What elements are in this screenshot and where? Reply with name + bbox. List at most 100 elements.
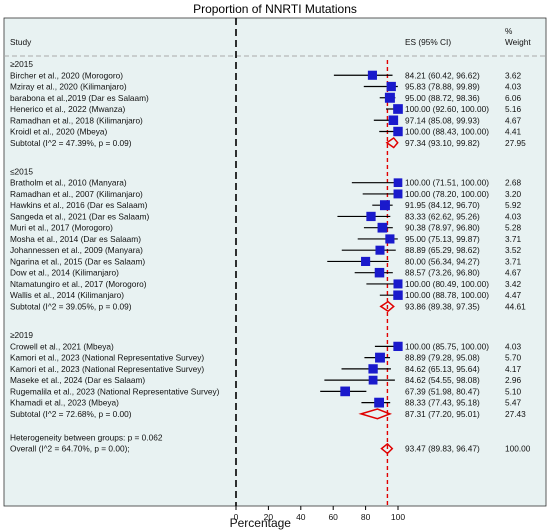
study-es: 95.00 (75.13, 99.87) xyxy=(405,234,480,244)
subtotal-label-1: Subtotal (I^2 = 39.05%, p = 0.09) xyxy=(10,301,132,311)
study-weight: 4.47 xyxy=(505,290,522,300)
study-es: 100.00 (92.60, 100.00) xyxy=(405,104,489,114)
study-label: Muri et al., 2017 (Morogoro) xyxy=(10,223,113,233)
study-weight: 2.96 xyxy=(505,375,522,385)
study-label: Dow et al., 2014 (Kilimanjaro) xyxy=(10,268,119,278)
study-es: 91.95 (84.12, 96.70) xyxy=(405,200,480,210)
group-label-1: ≤2015 xyxy=(10,166,33,176)
study-label: Henerico et al., 2022 (Mwanza) xyxy=(10,104,126,114)
study-label: Khamadi et al., 2023 (Mbeya) xyxy=(10,398,119,408)
effect-marker xyxy=(375,352,385,363)
subtotal-es-1: 93.86 (89.38, 97.35) xyxy=(405,301,480,311)
study-label: Bratholm et al., 2010 (Manyara) xyxy=(10,178,127,188)
study-weight: 2.68 xyxy=(505,178,522,188)
study-label: Ngarina et al., 2015 (Dar es Salaam) xyxy=(10,256,145,266)
study-label: Rugemalila et al., 2023 (National Repres… xyxy=(10,386,220,396)
effect-marker xyxy=(393,104,403,114)
study-label: Kroidl et al., 2020 (Mbeya) xyxy=(10,127,108,137)
subtotal-label-2: Subtotal (I^2 = 72.68%, p = 0.00) xyxy=(10,409,132,419)
study-weight: 3.52 xyxy=(505,245,522,255)
study-label: Sangeda et al., 2021 (Dar es Salaam) xyxy=(10,211,150,221)
x-tick-label: 20 xyxy=(264,512,274,522)
study-label: Johannessen et al., 2009 (Manyara) xyxy=(10,245,143,255)
study-label: Kamori et al., 2023 (National Representa… xyxy=(10,353,204,363)
subtotal-label-0: Subtotal (I^2 = 47.39%, p = 0.09) xyxy=(10,138,132,148)
x-tick-label: 100 xyxy=(391,512,405,522)
study-weight: 6.06 xyxy=(505,93,522,103)
study-es: 100.00 (88.43, 100.00) xyxy=(405,127,489,137)
study-label: Wallis et al., 2014 (Kilimanjaro) xyxy=(10,290,124,300)
x-tick-label: 80 xyxy=(361,512,371,522)
overall-es: 93.47 (89.83, 96.47) xyxy=(405,444,480,454)
study-weight: 5.92 xyxy=(505,200,522,210)
study-es: 88.89 (79.28, 95.08) xyxy=(405,353,480,363)
effect-marker xyxy=(393,341,403,352)
study-weight: 4.41 xyxy=(505,127,522,137)
effect-marker xyxy=(393,279,403,289)
study-weight: 5.16 xyxy=(505,104,522,114)
study-es: 67.39 (51.98, 80.47) xyxy=(405,386,480,396)
header-weight-percent: % xyxy=(505,26,513,36)
study-weight: 4.03 xyxy=(505,82,522,92)
header-es: ES (95% CI) xyxy=(405,37,451,47)
group-label-2: ≥2019 xyxy=(10,330,33,340)
subtotal-diamond-2 xyxy=(358,408,393,420)
overall-label: Overall (I^2 = 64.70%, p = 0.00); xyxy=(10,444,130,454)
study-es: 100.00 (78.20, 100.00) xyxy=(405,189,489,199)
study-weight: 5.70 xyxy=(505,353,522,363)
study-label: Mziray et al., 2020 (Kilimanjaro) xyxy=(10,82,127,92)
effect-marker xyxy=(386,81,396,92)
study-es: 95.83 (78.88, 99.89) xyxy=(405,82,480,92)
study-weight: 4.03 xyxy=(505,341,522,351)
study-es: 100.00 (88.78, 100.00) xyxy=(405,290,489,300)
effect-marker xyxy=(375,245,385,255)
study-es: 90.38 (78.97, 96.80) xyxy=(405,223,480,233)
study-weight: 5.47 xyxy=(505,398,522,408)
study-es: 100.00 (71.51, 100.00) xyxy=(405,178,489,188)
x-tick-label: 60 xyxy=(328,512,338,522)
study-weight: 3.71 xyxy=(505,256,522,266)
study-es: 100.00 (80.49, 100.00) xyxy=(405,279,489,289)
effect-marker xyxy=(388,115,399,126)
study-weight: 3.71 xyxy=(505,234,522,244)
effect-marker xyxy=(393,126,403,137)
study-label: Maseke et al., 2024 (Dar es Salaam) xyxy=(10,375,145,385)
heterogeneity-text: Heterogeneity between groups: p = 0.062 xyxy=(10,432,163,442)
study-label: Crowell et al., 2021 (Mbeya) xyxy=(10,341,114,351)
study-weight: 5.10 xyxy=(505,386,522,396)
header-weight: Weight xyxy=(505,37,531,47)
study-es: 80.00 (56.34, 94.27) xyxy=(405,256,480,266)
study-label: Ntamatungiro et al., 2017 (Morogoro) xyxy=(10,279,147,289)
chart-title: Proportion of NNRTI Mutations xyxy=(193,2,357,16)
study-weight: 3.20 xyxy=(505,189,522,199)
effect-marker xyxy=(361,256,371,267)
subtotal-weight-1: 44.61 xyxy=(505,301,526,311)
effect-marker xyxy=(368,375,378,385)
study-weight: 4.67 xyxy=(505,115,522,125)
subtotal-weight-0: 27.95 xyxy=(505,138,526,148)
study-weight: 4.03 xyxy=(505,211,522,221)
x-axis-label: Percentage xyxy=(230,516,292,530)
overall-weight: 100.00 xyxy=(505,444,531,454)
subtotal-weight-2: 27.43 xyxy=(505,409,526,419)
study-weight: 4.17 xyxy=(505,364,522,374)
overall-diamond xyxy=(380,442,394,455)
effect-marker xyxy=(379,200,390,211)
study-es: 84.21 (60.42, 96.62) xyxy=(405,70,480,80)
study-es: 97.14 (85.08, 99.93) xyxy=(405,115,480,125)
effect-marker xyxy=(393,189,403,199)
effect-marker xyxy=(368,364,378,374)
plot-panel xyxy=(3,17,547,507)
study-es: 83.33 (62.62, 95.26) xyxy=(405,211,480,221)
study-label: Ramadhan et al., 2018 (Kilimanjaro) xyxy=(10,115,143,125)
study-es: 88.57 (73.26, 96.80) xyxy=(405,268,480,278)
effect-marker xyxy=(384,92,395,103)
subtotal-es-0: 97.34 (93.10, 99.82) xyxy=(405,138,480,148)
effect-marker xyxy=(367,70,377,80)
effect-marker xyxy=(374,397,384,408)
header-study: Study xyxy=(10,37,32,47)
effect-marker xyxy=(377,222,388,233)
study-label: Ramadhan et al., 2007 (Kilimanjaro) xyxy=(10,189,143,199)
study-es: 100.00 (85.75, 100.00) xyxy=(405,341,489,351)
